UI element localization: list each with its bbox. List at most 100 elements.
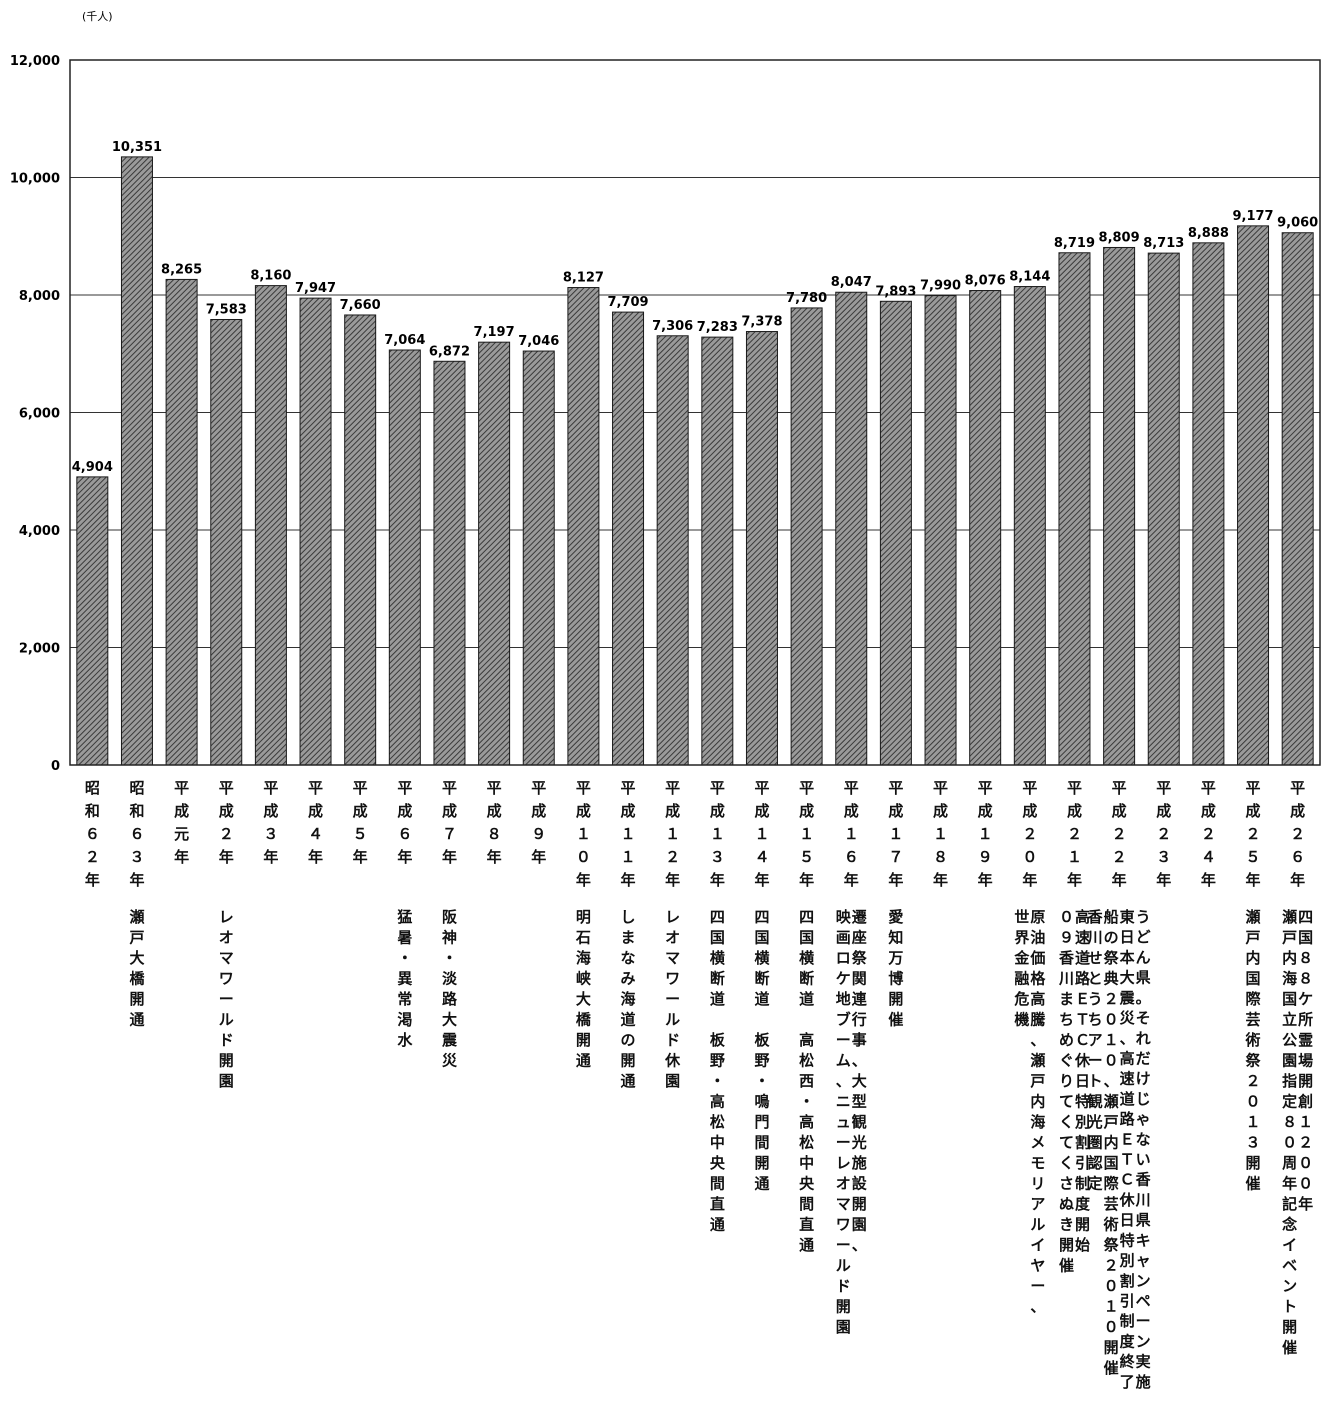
- data-label: 4,904: [72, 460, 113, 475]
- data-label: 8,713: [1143, 236, 1184, 251]
- bar: [299, 297, 332, 766]
- event-annotation: 四国横断道 高松西・高松中央間直通: [799, 908, 815, 1254]
- event-annotation: 四国８８ケ所霊場開創１２００年: [1297, 908, 1313, 1213]
- bar: [522, 350, 555, 766]
- event-annotation: 愛知万博開催: [887, 908, 903, 1029]
- y-tick-label: 2,000: [19, 642, 60, 657]
- data-label: 9,060: [1277, 216, 1318, 231]
- x-tick-label: 平成１７年: [888, 779, 903, 889]
- bar: [745, 331, 778, 766]
- y-tick-label: 6,000: [19, 407, 60, 422]
- bar: [1237, 225, 1270, 766]
- data-label: 8,888: [1188, 226, 1229, 241]
- data-label: 7,197: [474, 325, 515, 340]
- y-tick-label: 4,000: [19, 524, 60, 539]
- data-label: 7,780: [786, 291, 827, 306]
- x-tick-label: 昭和６２年: [85, 779, 100, 889]
- y-tick-label: 10,000: [10, 172, 60, 187]
- x-tick-label: 平成８年: [487, 779, 502, 866]
- event-annotation: 原油価格高騰、瀬戸内海メモリアルイヤー、: [1029, 908, 1046, 1316]
- event-annotation: 瀬戸内国際芸術祭２０１３開催: [1245, 908, 1262, 1193]
- y-tick-label: 0: [51, 759, 60, 774]
- bar: [656, 335, 689, 766]
- data-label: 7,378: [741, 315, 782, 330]
- y-axis: 0 2,000 4,000 6,000 8,000 10,000 12,000: [10, 54, 60, 774]
- bars: [76, 156, 1314, 766]
- x-tick-label: 平成２６年: [1290, 779, 1305, 889]
- x-tick-label: 平成２３年: [1156, 779, 1171, 889]
- x-tick-label: 平成５年: [353, 779, 368, 866]
- x-tick-label: 平成１０年: [576, 779, 591, 889]
- event-annotation: 東日本大震災、高速道路ＥＴＣ休日特別割引制度終了: [1119, 908, 1136, 1391]
- event-annotation: 遷座祭関連行事、大型観光施設開園、: [851, 908, 868, 1254]
- event-annotation: 阪神・淡路大震災: [442, 908, 458, 1070]
- bar: [388, 349, 421, 766]
- x-tick-label: 平成７年: [442, 779, 457, 866]
- x-tick-label: 平成２２年: [1112, 779, 1127, 889]
- data-label: 6,872: [429, 344, 470, 359]
- data-label: 7,046: [518, 334, 559, 349]
- y-unit-label: (千人): [82, 10, 113, 23]
- bar: [254, 285, 287, 766]
- bar: [567, 287, 600, 766]
- bar: [1192, 242, 1225, 766]
- data-label: 7,947: [295, 281, 336, 296]
- x-tick-label: 平成２５年: [1246, 779, 1261, 889]
- x-tick-label: 平成１４年: [754, 779, 769, 889]
- x-tick-label: 平成元年: [174, 779, 189, 866]
- x-tick-label: 平成６年: [397, 779, 412, 866]
- x-tick-label: 平成９年: [531, 779, 546, 866]
- bar: [433, 360, 466, 766]
- x-tick-label: 平成１６年: [844, 779, 859, 889]
- y-tick-label: 12,000: [10, 54, 60, 69]
- event-annotation: 四国横断道 板野・鳴門間開通: [754, 908, 770, 1193]
- y-tick-label: 8,000: [19, 289, 60, 304]
- x-tick-label: 平成１３年: [710, 779, 725, 889]
- x-tick-label: 平成１８年: [933, 779, 948, 889]
- bar: [612, 311, 645, 766]
- event-annotation: 猛暑・異常渇水: [396, 908, 413, 1049]
- annotations: 瀬戸大橋開通 レオマワールド開園 猛暑・異常渇水 阪神・淡路大震災 明石海峡大橋開通 しま…: [129, 908, 1313, 1391]
- data-label: 8,127: [563, 271, 604, 286]
- data-label: 7,283: [697, 320, 738, 335]
- bar: [701, 336, 734, 766]
- bar: [120, 156, 153, 766]
- plot-frame: [69, 59, 1321, 766]
- bar: [165, 278, 198, 766]
- bar: [835, 291, 868, 766]
- bar: [924, 295, 957, 766]
- bar: [790, 307, 823, 766]
- data-label: 8,076: [965, 274, 1006, 289]
- bar: [210, 318, 243, 766]
- bar: [1281, 232, 1314, 766]
- bar: [1013, 286, 1046, 766]
- x-tick-label: 昭和６３年: [129, 779, 144, 889]
- x-tick-label: 平成３年: [263, 779, 278, 866]
- x-tick-label: 平成１２年: [665, 779, 680, 889]
- data-label: 8,265: [161, 262, 202, 277]
- event-annotation: 四国横断道 板野・高松中央間直通: [710, 908, 726, 1234]
- event-annotation: うどん県。それだけじゃない香川県キャンペーン実施: [1135, 908, 1151, 1391]
- bar: [1147, 252, 1180, 766]
- event-annotation: 映画ロケ地ブーム、ニューレオマワールド開園: [836, 908, 852, 1336]
- event-annotation: 高速道路ＥＴＣ休日特別割引制度開始: [1074, 908, 1091, 1254]
- data-label: 8,144: [1009, 270, 1050, 285]
- event-annotation: 香川せとうちアート観光圏認定: [1087, 908, 1103, 1193]
- x-tick-label: 平成１１年: [621, 779, 636, 889]
- bar: [1103, 246, 1136, 766]
- data-label: 7,583: [206, 302, 247, 317]
- data-label: 7,709: [607, 295, 648, 310]
- bar: [969, 290, 1002, 766]
- x-tick-label: 平成２０年: [1022, 779, 1037, 889]
- data-label: 8,047: [831, 275, 872, 290]
- event-annotation: ０９香川まちめぐりてくてくさぬき開催: [1058, 908, 1074, 1275]
- data-label: 8,809: [1099, 230, 1140, 245]
- bar: [344, 314, 377, 766]
- data-label: 10,351: [112, 140, 162, 155]
- bar: [478, 341, 511, 766]
- data-label: 8,160: [250, 269, 291, 284]
- bar: [1058, 252, 1091, 766]
- x-tick-label: 平成２４年: [1201, 779, 1216, 889]
- data-label: 7,064: [384, 333, 425, 348]
